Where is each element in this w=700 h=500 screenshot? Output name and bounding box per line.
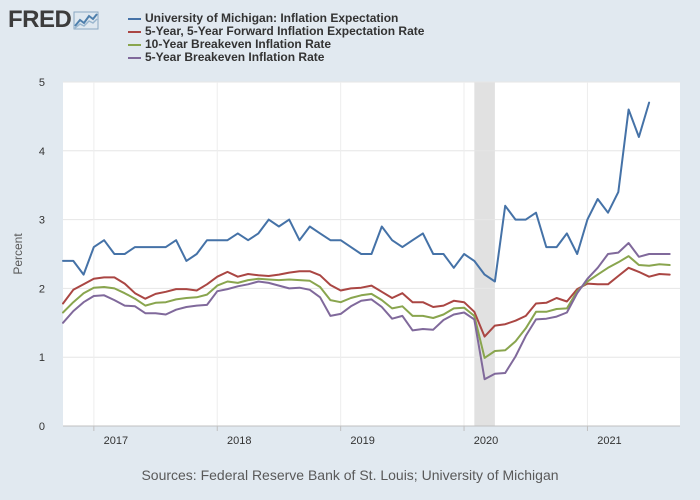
legend-label-5y5y: 5-Year, 5-Year Forward Inflation Expecta… <box>145 24 425 38</box>
fred-graph-icon <box>73 11 99 30</box>
series-line-umich[interactable] <box>62 101 651 283</box>
x-tick-label: 2021 <box>597 435 621 447</box>
y-tick-label: 3 <box>39 215 45 227</box>
source-note: Sources: Federal Reserve Bank of St. Lou… <box>141 467 559 483</box>
legend-label-10y-breakeven: 10-Year Breakeven Inflation Rate <box>145 37 332 51</box>
series-line-5y-breakeven[interactable] <box>62 242 671 381</box>
y-tick-label: 0 <box>39 421 45 433</box>
fred-logo-text: FRED <box>8 6 72 33</box>
legend-entry-umich[interactable]: University of Michigan: Inflation Expect… <box>128 12 424 25</box>
y-tick-label: 5 <box>39 77 45 89</box>
legend-swatch-10y-breakeven <box>128 43 141 46</box>
y-tick-label: 4 <box>39 146 45 158</box>
legend-label-umich: University of Michigan: Inflation Expect… <box>145 11 399 25</box>
legend-label-5y-breakeven: 5-Year Breakeven Inflation Rate <box>145 50 325 64</box>
fred-logo[interactable]: FRED <box>8 6 99 34</box>
x-tick-label: 2020 <box>474 435 498 447</box>
legend-entry-5y-breakeven[interactable]: 5-Year Breakeven Inflation Rate <box>128 51 424 64</box>
y-axis-label: Percent <box>11 233 25 275</box>
x-tick-label: 2018 <box>227 435 251 447</box>
x-tick-label: 2017 <box>104 435 128 447</box>
x-tick-label: 2019 <box>350 435 374 447</box>
legend-swatch-5y5y <box>128 30 141 33</box>
legend-entry-10y-breakeven[interactable]: 10-Year Breakeven Inflation Rate <box>128 38 424 51</box>
chart-legend: University of Michigan: Inflation Expect… <box>128 12 424 64</box>
legend-entry-5y5y[interactable]: 5-Year, 5-Year Forward Inflation Expecta… <box>128 25 424 38</box>
y-tick-label: 1 <box>39 352 45 364</box>
legend-swatch-5y-breakeven <box>128 56 141 59</box>
line-chart: 2017 2018 2019 2020 2021 0 1 2 3 4 5 Percent <box>11 77 680 447</box>
series-line-10y-breakeven[interactable] <box>62 255 671 359</box>
legend-swatch-umich <box>128 17 141 20</box>
y-tick-label: 2 <box>39 283 45 295</box>
series-line-5y5y[interactable] <box>62 266 671 338</box>
